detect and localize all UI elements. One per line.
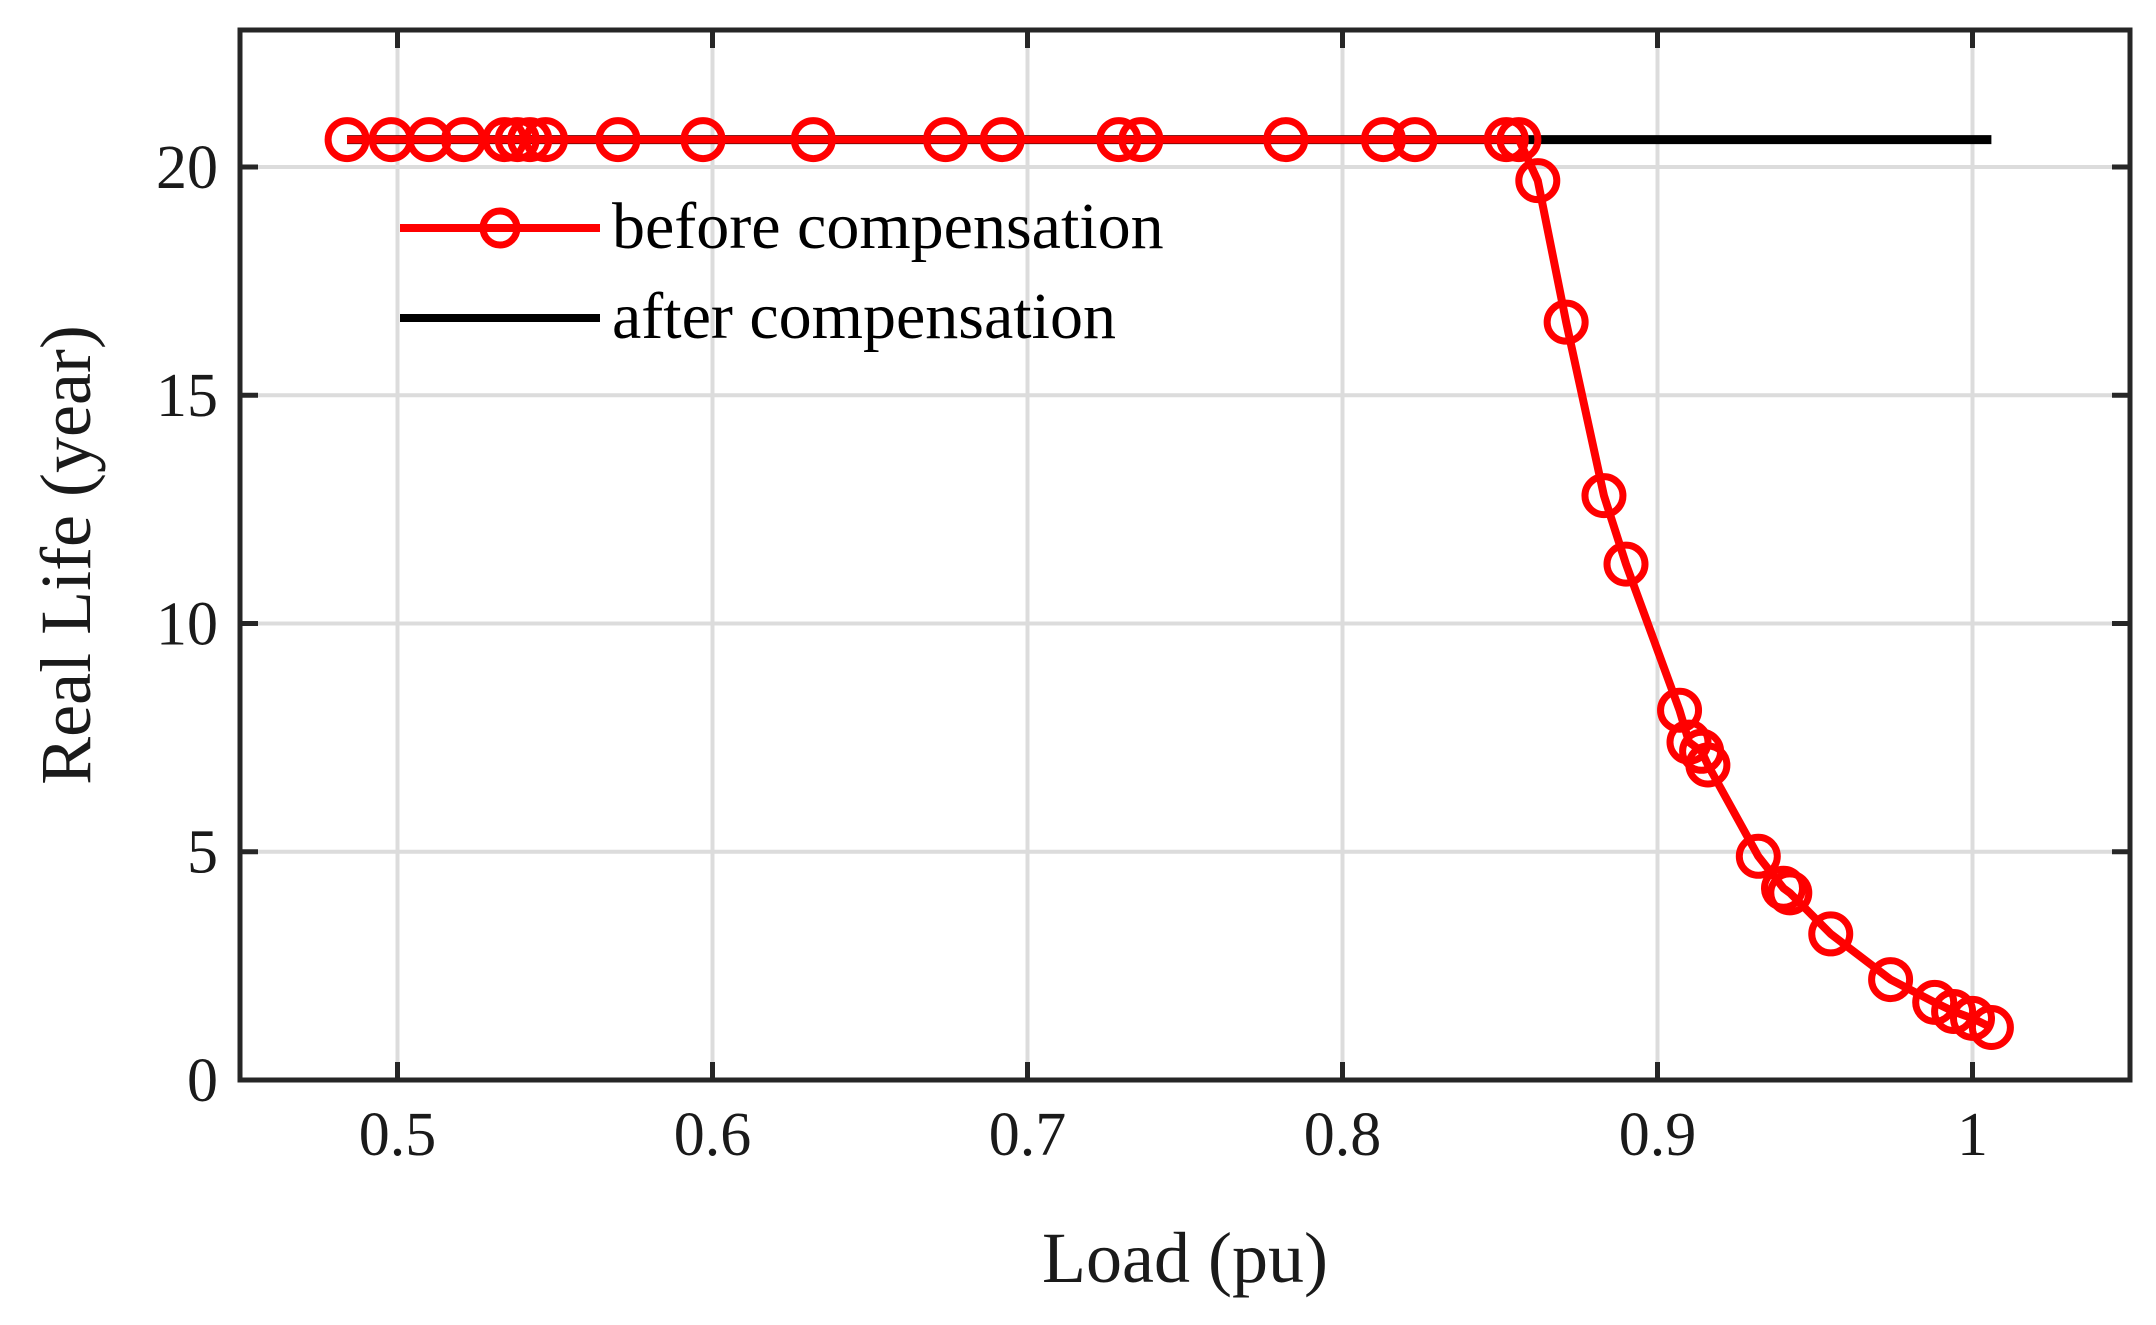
data-point <box>1968 1005 2014 1050</box>
plot-area <box>240 30 2130 1080</box>
data-point <box>923 117 969 163</box>
series <box>324 117 2014 1050</box>
data-point <box>680 117 726 163</box>
legend: before compensation after compensation <box>400 190 1164 353</box>
data-point <box>790 117 836 163</box>
data-point <box>1515 158 1561 204</box>
y-tick-labels: 0 5 10 15 20 <box>156 134 218 1115</box>
data-point <box>1685 742 1731 788</box>
data-point <box>595 117 641 163</box>
x-tick-label: 0.5 <box>359 1101 437 1169</box>
data-point <box>1808 911 1854 957</box>
x-tick-label: 1 <box>1957 1101 1988 1169</box>
legend-marker-before <box>479 207 521 249</box>
y-axis-label: Real Life (year) <box>26 325 106 785</box>
legend-label-after: after compensation <box>612 280 1116 353</box>
data-point <box>1118 117 1164 163</box>
data-point <box>1603 541 1649 587</box>
y-tick-label: 15 <box>156 362 218 430</box>
x-tick-labels: 0.5 0.6 0.7 0.8 0.9 1 <box>359 1101 1988 1169</box>
y-tick-label: 20 <box>156 134 218 202</box>
y-tick-label: 0 <box>187 1047 218 1115</box>
data-point <box>1392 117 1438 163</box>
y-tick-label: 10 <box>156 590 218 658</box>
x-axis-label: Load (pu) <box>1042 1218 1328 1298</box>
data-point <box>1483 117 1529 163</box>
x-tick-label: 0.6 <box>674 1101 752 1169</box>
data-point <box>1581 473 1627 519</box>
data-point <box>1496 117 1542 163</box>
data-point <box>494 117 540 163</box>
series-before-compensation <box>324 117 2014 1050</box>
data-point <box>1543 299 1589 345</box>
x-tick-label: 0.9 <box>1619 1101 1697 1169</box>
y-tick-label: 5 <box>187 819 218 887</box>
data-point <box>1868 957 1914 1003</box>
data-point <box>979 117 1025 163</box>
data-point <box>1735 833 1781 879</box>
legend-label-before: before compensation <box>612 190 1164 263</box>
plot-frame <box>237 27 2133 1083</box>
x-tick-label: 0.8 <box>1304 1101 1382 1169</box>
data-point <box>1263 117 1309 163</box>
data-point <box>507 117 553 163</box>
data-point <box>1096 117 1142 163</box>
x-tick-label: 0.7 <box>989 1101 1067 1169</box>
data-point <box>1767 870 1813 916</box>
data-point <box>324 117 370 163</box>
data-point <box>1360 117 1406 163</box>
data-point <box>523 117 569 163</box>
